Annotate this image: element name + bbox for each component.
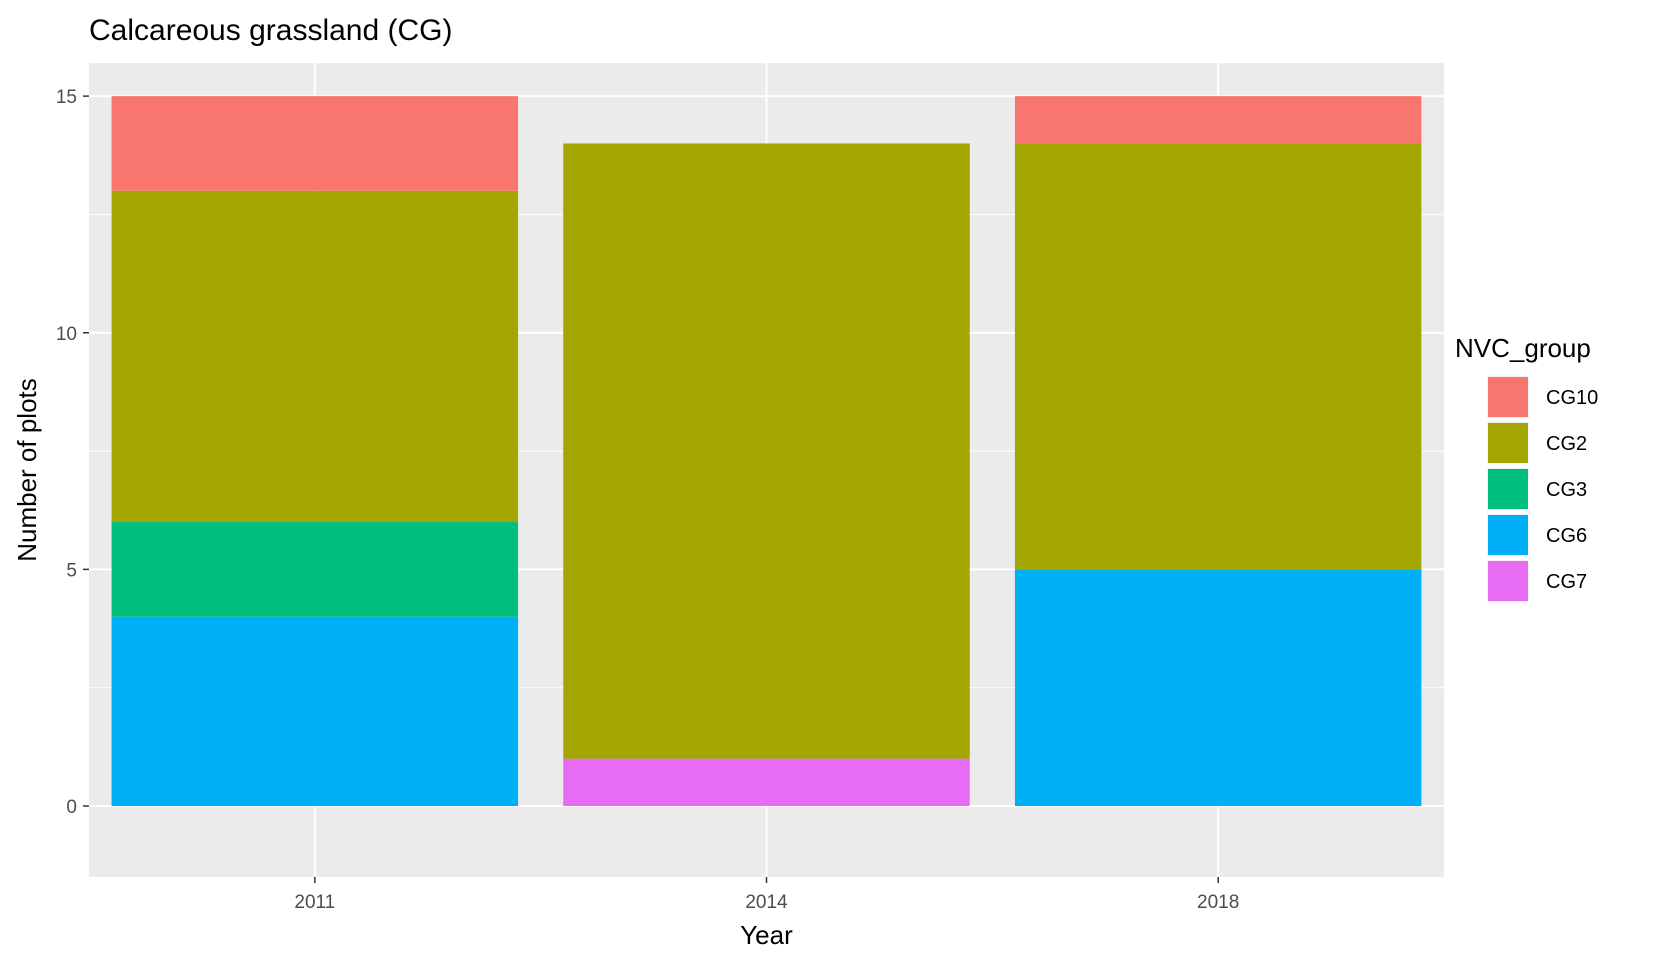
legend-label-cg10: CG10: [1546, 387, 1598, 409]
legend-swatch-cg2: [1488, 423, 1528, 463]
bar-segment-2014-cg7: [563, 758, 970, 807]
x-tick-label: 2011: [294, 892, 335, 913]
legend: NVC_group CG10 CG2 CG3 CG6 CG7: [1455, 333, 1598, 602]
x-tick-label: 2018: [1197, 892, 1239, 913]
bar-segment-2018-cg10: [1014, 96, 1422, 144]
bar-segment-2011-cg3: [111, 522, 519, 617]
y-tick-label: 15: [56, 87, 77, 108]
legend-label-cg6: CG6: [1546, 525, 1587, 547]
bars: [111, 96, 1422, 807]
legend-swatch-cg7: [1488, 561, 1528, 601]
bar-segment-2011-cg2: [111, 190, 519, 523]
bar-segment-2011-cg6: [111, 616, 519, 807]
y-tick-label: 0: [66, 797, 77, 818]
x-tick-label: 2014: [745, 892, 788, 913]
legend-swatch-cg3: [1488, 469, 1528, 509]
legend-title: NVC_group: [1455, 333, 1591, 363]
bar-segment-2018-cg6: [1014, 569, 1422, 807]
y-axis-ticks: 0 5 10 15: [56, 87, 89, 818]
bar-segment-2018-cg2: [1014, 143, 1422, 570]
legend-swatch-cg10: [1488, 377, 1528, 417]
bar-segment-2014-cg2: [563, 143, 970, 759]
x-axis-ticks: 2011 2014 2018: [294, 877, 1239, 913]
legend-label-cg3: CG3: [1546, 479, 1587, 501]
legend-swatch-cg6: [1488, 515, 1528, 555]
x-axis-title: Year: [740, 920, 793, 950]
y-tick-label: 10: [56, 324, 77, 345]
chart-title: Calcareous grassland (CG): [89, 14, 452, 47]
legend-label-cg7: CG7: [1546, 571, 1587, 593]
y-axis-title: Number of plots: [12, 378, 42, 562]
bar-segment-2011-cg10: [111, 96, 519, 191]
y-tick-label: 5: [66, 560, 77, 581]
legend-label-cg2: CG2: [1546, 433, 1587, 455]
